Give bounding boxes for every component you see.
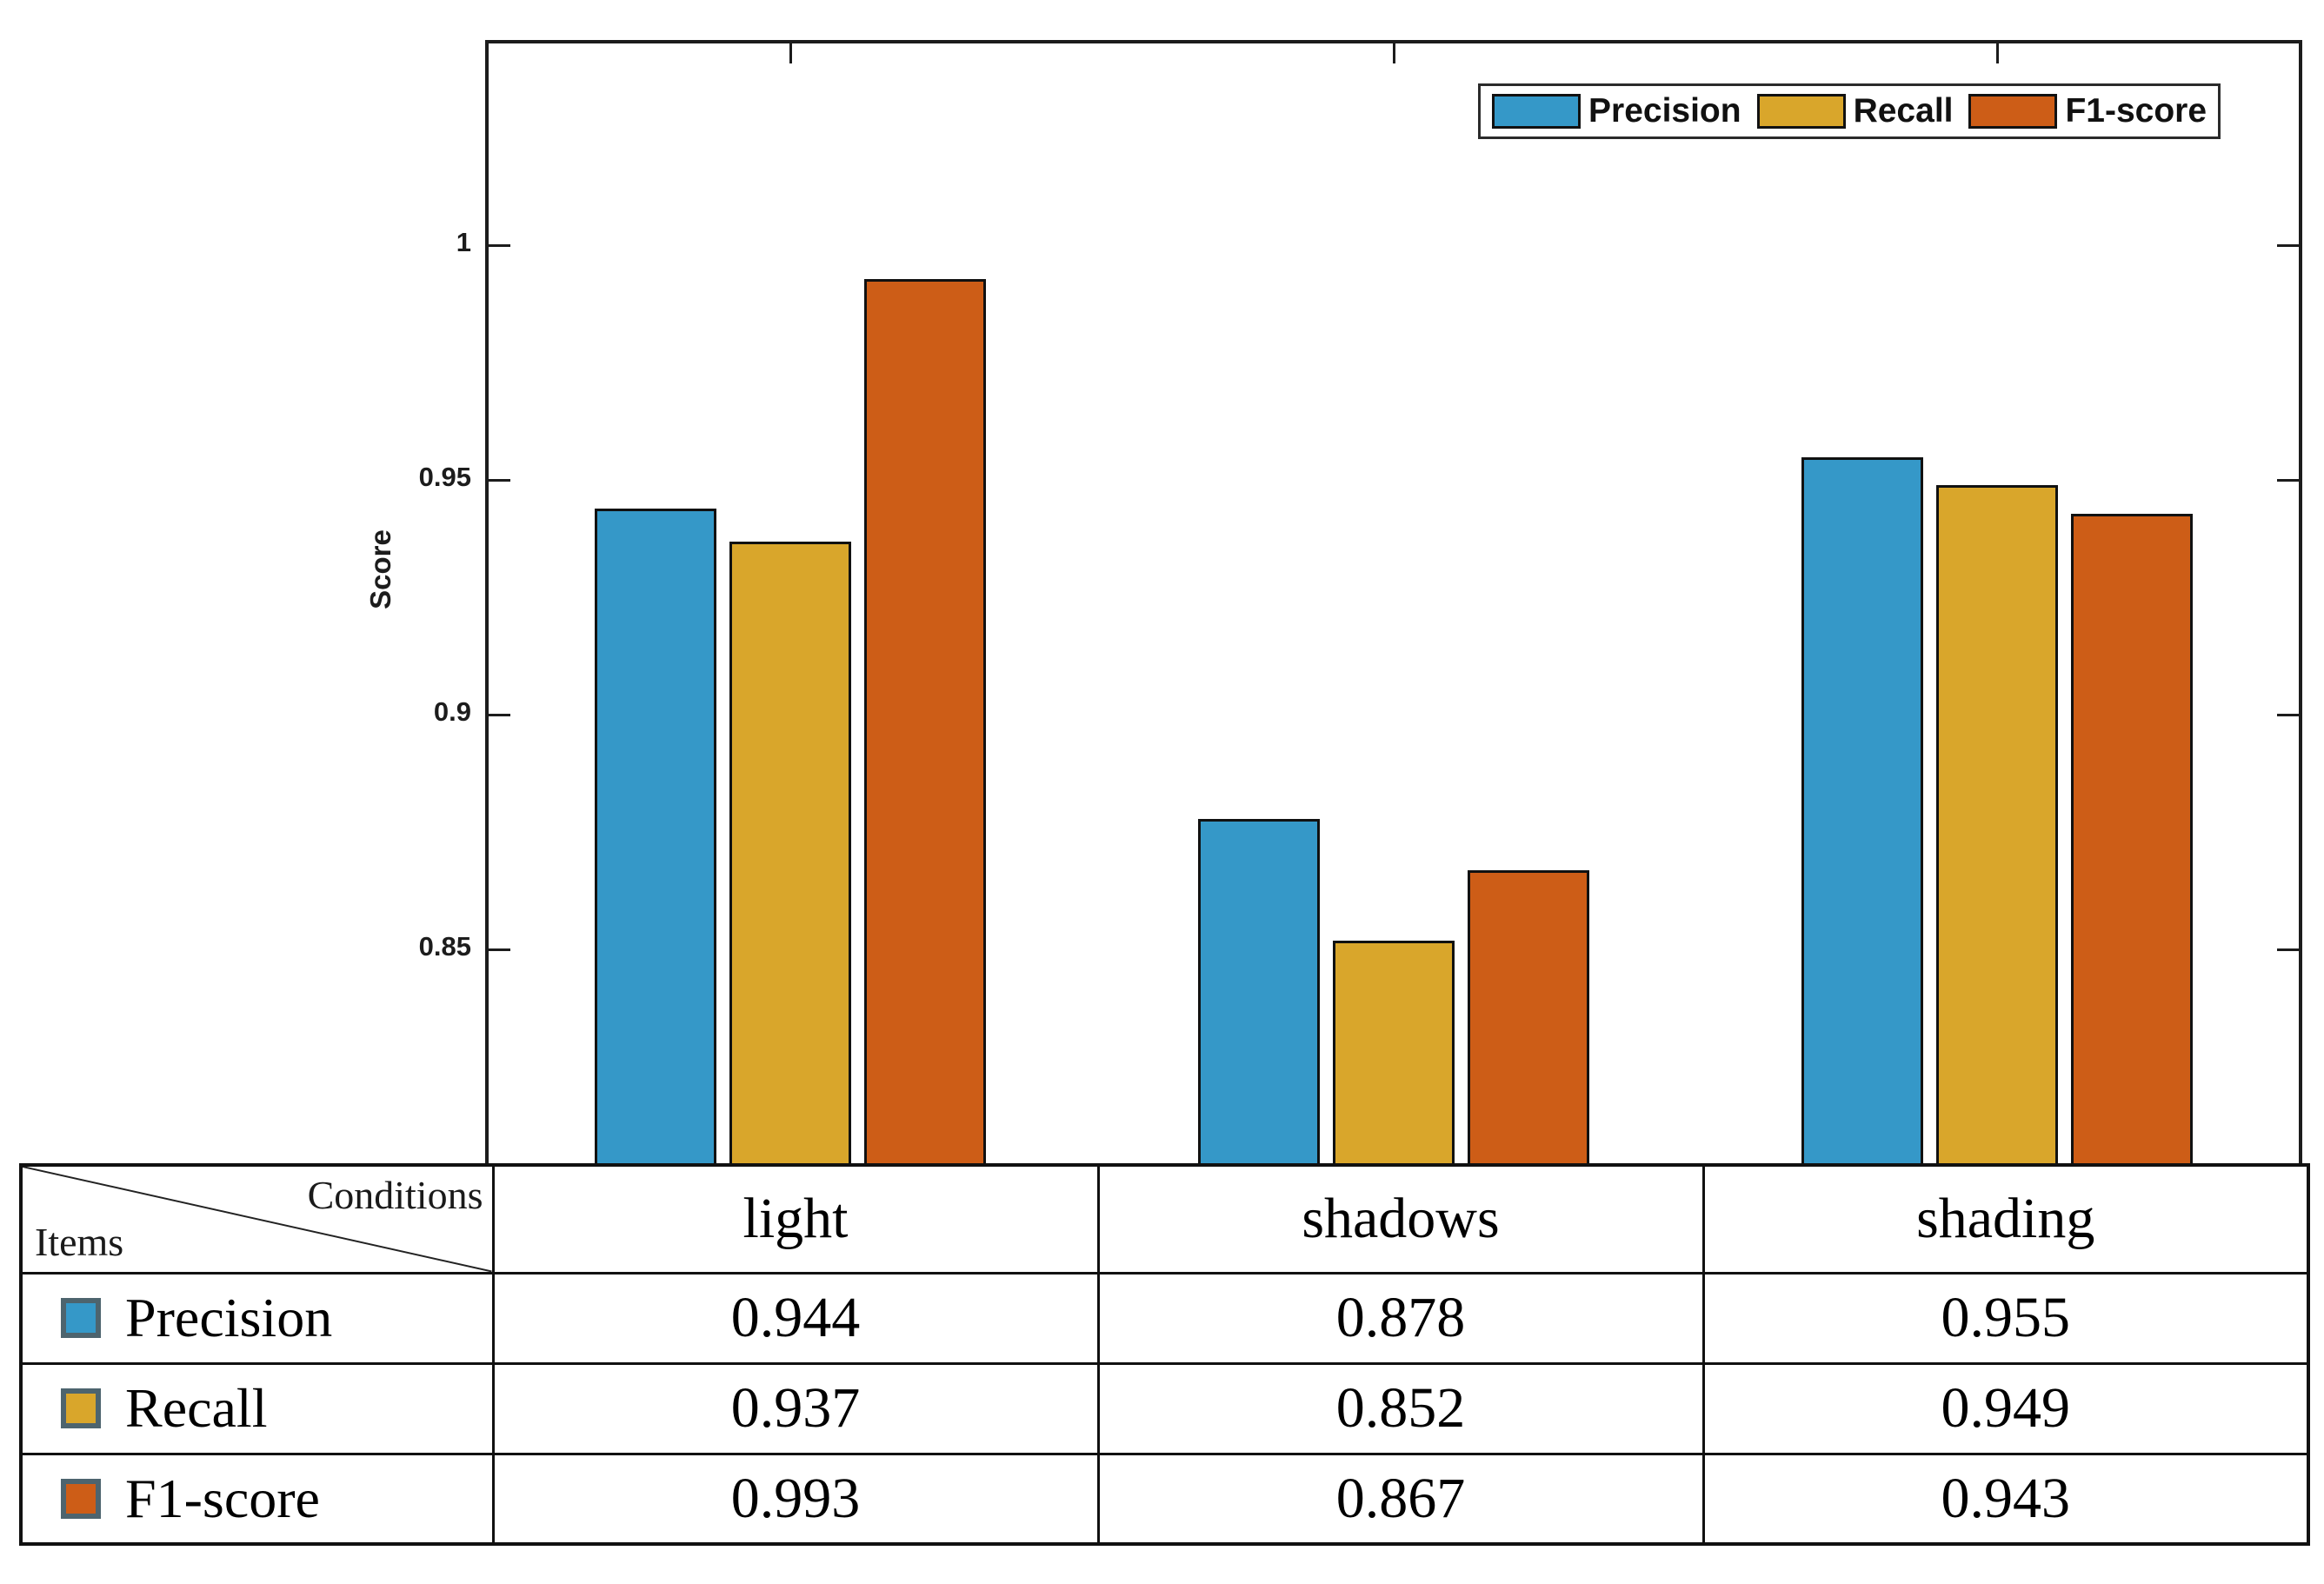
legend-label: Recall bbox=[1853, 92, 1954, 130]
diagonal-divider bbox=[23, 1167, 492, 1272]
legend-label: Precision bbox=[1588, 92, 1741, 130]
column-header-shading: shading bbox=[1701, 1163, 2310, 1275]
bar-f1-score-light bbox=[864, 278, 986, 1163]
y-tick-mark bbox=[489, 244, 510, 248]
row-label: Recall bbox=[125, 1377, 268, 1439]
cell-f1-score-shading: 0.943 bbox=[1701, 1452, 2310, 1546]
bar-precision-shading bbox=[1801, 456, 1923, 1163]
recall-swatch-icon bbox=[1756, 94, 1846, 129]
y-tick-mark bbox=[489, 714, 510, 717]
y-tick-mark bbox=[2277, 479, 2299, 483]
bar-precision-light bbox=[595, 509, 716, 1163]
results-table: Conditions Items light shadows shading P… bbox=[19, 1163, 2310, 1546]
legend-item-recall: Recall bbox=[1756, 92, 1954, 130]
cell-precision-light: 0.944 bbox=[491, 1271, 1100, 1365]
bar-recall-shadows bbox=[1333, 941, 1455, 1163]
x-tick-mark bbox=[789, 43, 792, 63]
cell-precision-shading: 0.955 bbox=[1701, 1271, 2310, 1365]
y-tick-mark bbox=[489, 479, 510, 483]
legend-item-precision: Precision bbox=[1492, 92, 1741, 130]
bar-f1-score-shading bbox=[2071, 513, 2193, 1163]
f1-score-swatch-icon bbox=[1968, 94, 2058, 129]
cell-recall-light: 0.937 bbox=[491, 1361, 1100, 1455]
table-corner-cell: Conditions Items bbox=[19, 1163, 495, 1275]
bar-recall-shading bbox=[1936, 485, 2058, 1163]
table-row: Precision 0.944 0.878 0.955 bbox=[19, 1271, 2310, 1365]
y-tick-label: 0.9 bbox=[433, 695, 471, 727]
y-axis-label: Score bbox=[364, 529, 396, 609]
y-tick-label: 1 bbox=[456, 226, 471, 257]
recall-swatch-icon bbox=[61, 1388, 101, 1428]
x-tick-mark bbox=[1995, 43, 1999, 63]
table-row: F1-score 0.993 0.867 0.943 bbox=[19, 1452, 2310, 1546]
bar-f1-score-shadows bbox=[1468, 870, 1589, 1163]
table-header-row: Conditions Items light shadows shading bbox=[19, 1163, 2310, 1275]
corner-conditions-label: Conditions bbox=[307, 1173, 483, 1217]
row-label: Precision bbox=[125, 1287, 333, 1348]
table-row: Recall 0.937 0.852 0.949 bbox=[19, 1361, 2310, 1455]
chart-legend: Precision Recall F1-score bbox=[1478, 83, 2221, 139]
cell-recall-shadows: 0.852 bbox=[1096, 1361, 1705, 1455]
precision-swatch-icon bbox=[61, 1298, 101, 1338]
y-tick-mark bbox=[2277, 948, 2299, 952]
f1-score-swatch-icon bbox=[61, 1478, 101, 1519]
corner-items-label: Items bbox=[35, 1219, 124, 1264]
cell-precision-shadows: 0.878 bbox=[1096, 1271, 1705, 1365]
cell-recall-shading: 0.949 bbox=[1701, 1361, 2310, 1455]
row-label-cell-f1-score: F1-score bbox=[19, 1452, 495, 1546]
y-tick-mark bbox=[2277, 244, 2299, 248]
x-tick-mark bbox=[1392, 43, 1395, 63]
y-tick-mark bbox=[489, 948, 510, 952]
y-tick-mark bbox=[2277, 714, 2299, 717]
bar-precision-shadows bbox=[1198, 818, 1320, 1163]
row-label: F1-score bbox=[125, 1467, 320, 1529]
row-label-cell-precision: Precision bbox=[19, 1271, 495, 1365]
column-header-light: light bbox=[491, 1163, 1100, 1275]
bar-recall-light bbox=[729, 542, 851, 1163]
legend-label: F1-score bbox=[2065, 92, 2207, 130]
precision-swatch-icon bbox=[1492, 94, 1581, 129]
plot-area bbox=[485, 40, 2302, 1167]
y-tick-label: 0.95 bbox=[418, 461, 471, 492]
legend-item-f1-score: F1-score bbox=[1968, 92, 2207, 130]
y-tick-label: 0.85 bbox=[418, 930, 471, 962]
column-header-shadows: shadows bbox=[1096, 1163, 1705, 1275]
row-label-cell-recall: Recall bbox=[19, 1361, 495, 1455]
cell-f1-score-shadows: 0.867 bbox=[1096, 1452, 1705, 1546]
cell-f1-score-light: 0.993 bbox=[491, 1452, 1100, 1546]
